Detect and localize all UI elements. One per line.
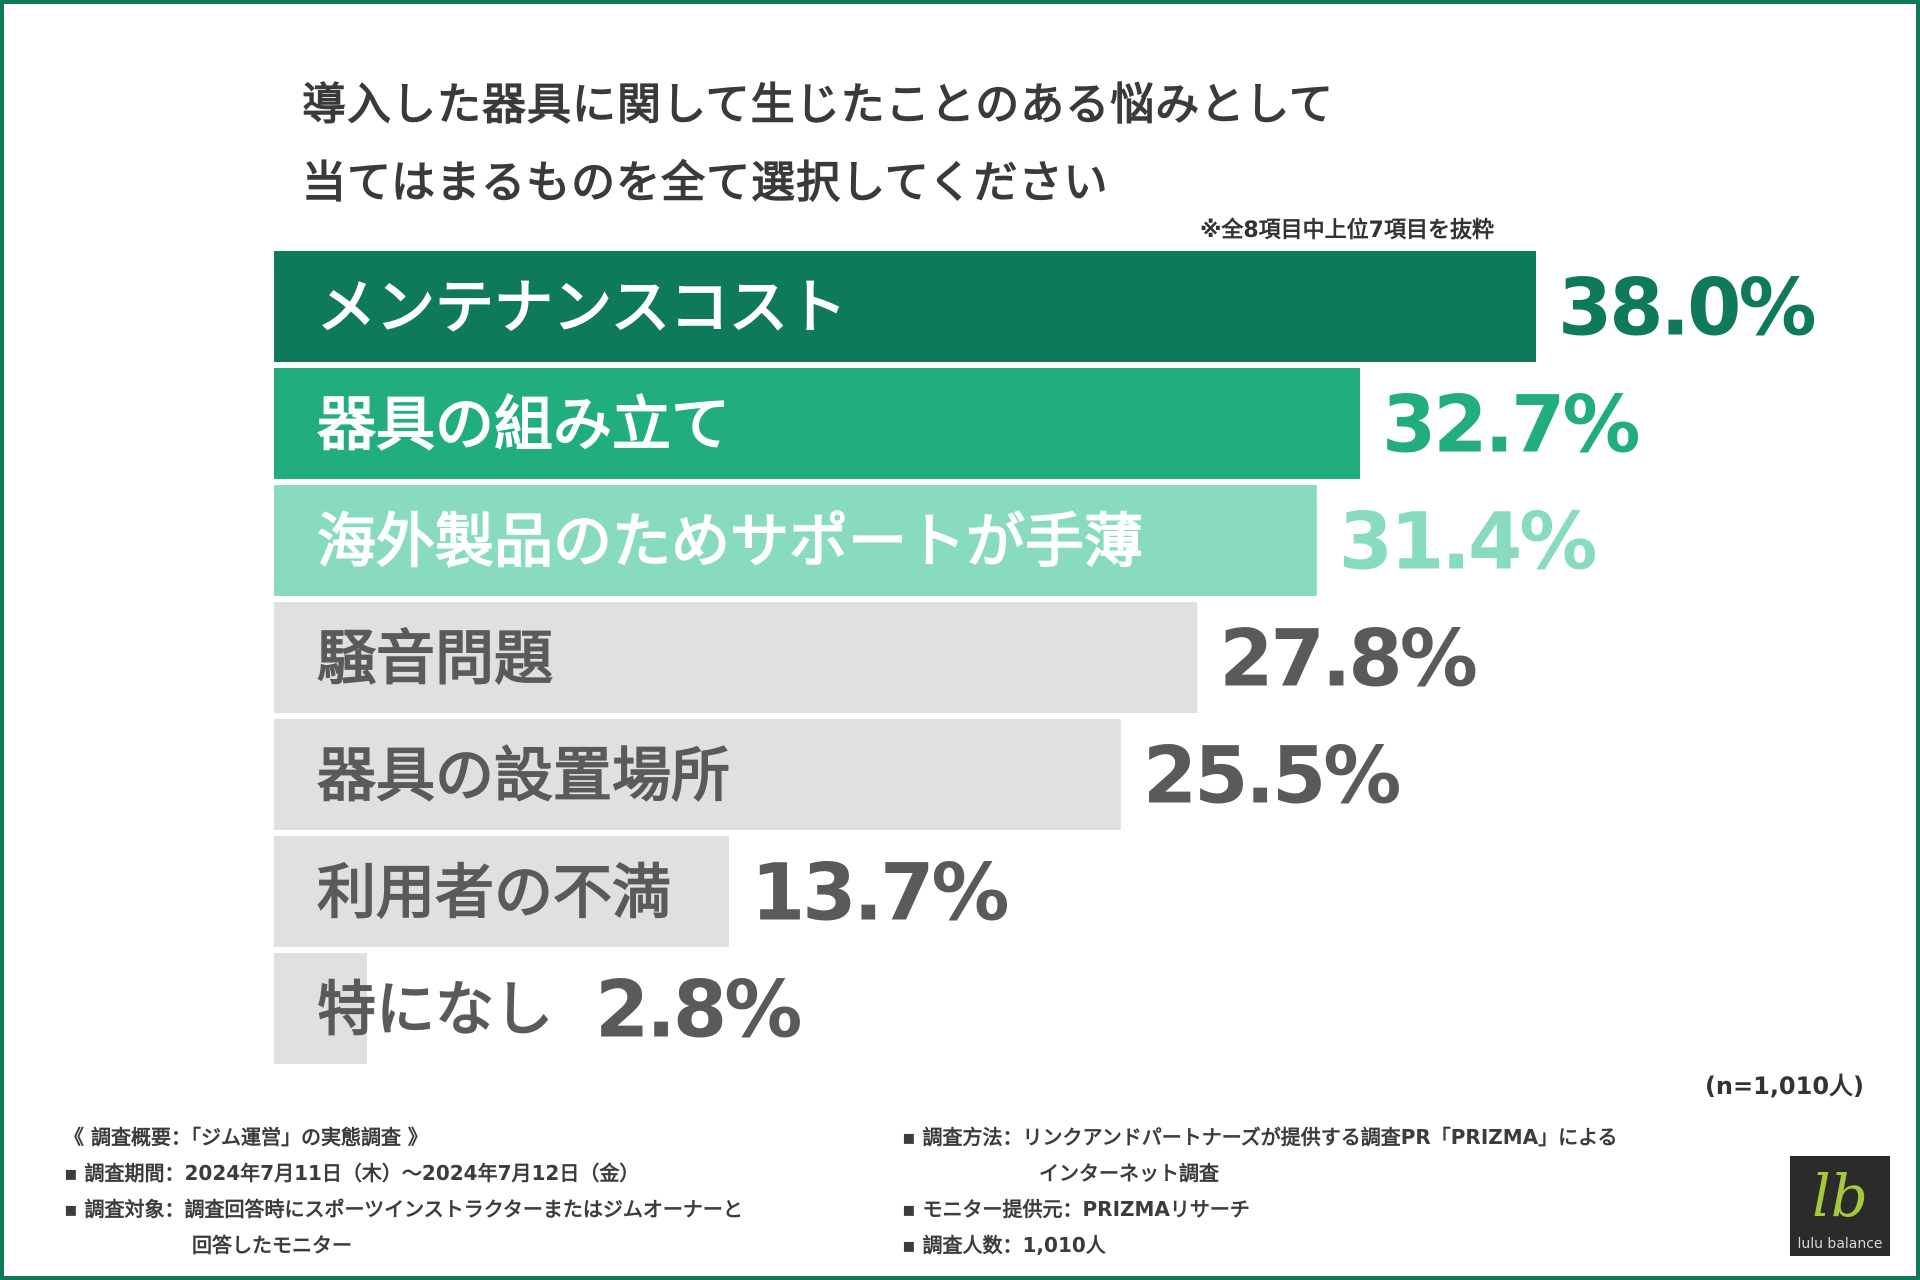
- bar-label-7: 特になし: [317, 975, 553, 1044]
- logo-text: lulu balance: [1797, 1236, 1883, 1252]
- footnote-top-items: ※全8項目中上位7項目を抜粋: [1199, 218, 1494, 243]
- monitor-provider: ▪ モニター提供元：PRIZMAリサーチ: [902, 1197, 1250, 1221]
- bar-3: [274, 485, 1317, 596]
- value-label-7: 2.8%: [595, 966, 800, 1056]
- bar-label-2: 器具の組み立て: [317, 390, 730, 459]
- bar-label-1: メンテナンスコスト: [317, 273, 847, 342]
- value-label-6: 13.7%: [751, 849, 1007, 939]
- value-label-3: 31.4%: [1339, 498, 1595, 588]
- value-label-1: 38.0%: [1558, 264, 1814, 354]
- horizontal-bar-chart: メンテナンスコスト 38.0% 器具の組み立て 32.7% 海外製品のためサポートが手薄…: [274, 251, 1817, 1064]
- title-line-2: 当てはまるものを全て選択してください: [302, 157, 1109, 208]
- bar-6: [274, 836, 729, 947]
- bar-7: [274, 953, 367, 1064]
- bar-1: [274, 251, 1536, 362]
- survey-period: ▪ 調査期間：2024年7月11日（木）〜2024年7月12日（金）: [64, 1161, 640, 1185]
- survey-summary-left: 《 調査概要：「ジム運営」の実態調査 》 ▪ 調査期間：2024年7月11日（木…: [64, 1119, 864, 1263]
- bar-label-3: 海外製品のためサポートが手薄: [317, 507, 1143, 576]
- survey-method-cont: インターネット調査: [1039, 1161, 1219, 1185]
- lulu-balance-logo: lb lulu balance: [1790, 1156, 1890, 1256]
- value-label-5: 25.5%: [1143, 732, 1399, 822]
- chart-title: 導入した器具に関して生じたことのある悩みとして 当てはまるものを全て選択してくだ…: [302, 66, 1602, 222]
- title-line-1: 導入した器具に関して生じたことのある悩みとして: [302, 79, 1334, 130]
- survey-heading: 《 調査概要：「ジム運営」の実態調査 》: [64, 1125, 428, 1149]
- value-label-2: 32.7%: [1382, 381, 1638, 471]
- bar-5: [274, 719, 1121, 830]
- survey-method: ▪ 調査方法：リンクアンドパートナーズが提供する調査PR「PRIZMA」による: [902, 1125, 1618, 1149]
- bar-4: [274, 602, 1198, 713]
- value-label-4: 27.8%: [1219, 615, 1475, 705]
- survey-target: ▪ 調査対象：調査回答時にスポーツインストラクターまたはジムオーナーと: [64, 1197, 743, 1221]
- survey-target-cont: 回答したモニター: [192, 1233, 352, 1257]
- survey-count: ▪ 調査人数：1,010人: [902, 1233, 1106, 1257]
- sample-size: (n=1,010人): [1704, 1072, 1864, 1100]
- bar-label-5: 器具の設置場所: [317, 741, 730, 810]
- bar-2: [274, 368, 1360, 479]
- bar-label-4: 騒音問題: [317, 624, 553, 693]
- survey-summary-right: ▪ 調査方法：リンクアンドパートナーズが提供する調査PR「PRIZMA」による …: [902, 1119, 1762, 1263]
- logo-mark: lb: [1812, 1162, 1868, 1230]
- bar-label-6: 利用者の不満: [317, 858, 671, 927]
